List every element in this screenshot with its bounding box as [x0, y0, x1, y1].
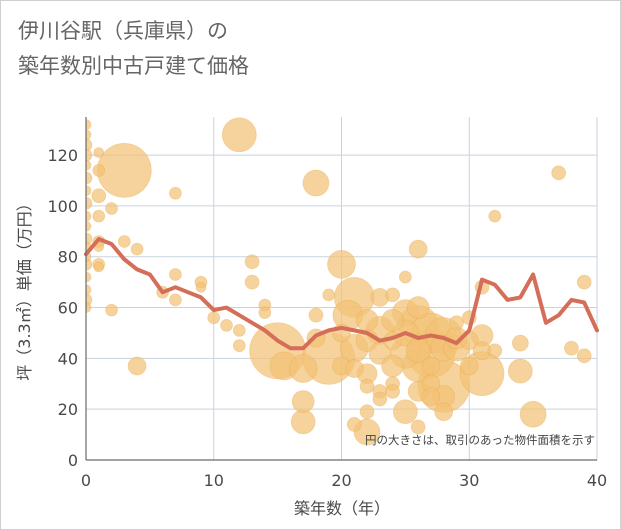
- data-bubble: [92, 163, 106, 177]
- data-bubble: [258, 306, 272, 320]
- data-bubble: [86, 138, 93, 152]
- data-bubble: [372, 391, 388, 407]
- x-tick-label: 20: [331, 471, 351, 490]
- average-price-line: [84, 237, 599, 351]
- y-tick-label: 100: [47, 197, 78, 216]
- data-bubble: [86, 159, 92, 171]
- data-bubble: [105, 303, 118, 317]
- data-bubble: [291, 390, 315, 413]
- data-bubble: [507, 358, 533, 384]
- data-bubble: [308, 307, 324, 323]
- data-bubble: [408, 239, 428, 259]
- data-bubble: [487, 343, 503, 359]
- tick-labels: 0 10 20 30 40 0 20 40 60 80 100 120: [47, 146, 607, 490]
- data-bubble: [488, 209, 502, 223]
- data-bubble: [86, 148, 93, 162]
- data-bubble: [244, 254, 260, 270]
- data-bubble: [459, 356, 479, 376]
- data-bubble: [392, 399, 418, 425]
- data-bubble: [344, 359, 364, 378]
- data-bubble: [519, 400, 547, 428]
- data-bubble: [93, 261, 105, 273]
- data-bubble: [398, 270, 412, 284]
- y-tick-label: 0: [68, 451, 78, 470]
- data-bubble: [406, 296, 430, 319]
- data-bubble: [434, 402, 454, 422]
- y-tick-label: 80: [58, 248, 78, 267]
- data-bubble: [195, 281, 207, 293]
- data-bubble: [86, 196, 93, 210]
- data-bubble: [169, 268, 182, 281]
- x-tick-label: 0: [81, 471, 91, 490]
- data-bubble: [86, 284, 92, 296]
- data-bubble: [86, 119, 92, 131]
- data-bubble: [86, 171, 93, 185]
- chart-title-line-1: 伊川谷駅（兵庫県）の: [18, 19, 228, 43]
- data-bubble: [232, 324, 246, 337]
- data-bubble: [385, 287, 401, 303]
- data-bubble: [576, 348, 592, 364]
- data-bubble: [355, 308, 379, 332]
- data-bubble: [86, 220, 92, 232]
- data-bubble: [511, 334, 529, 352]
- data-bubble: [207, 311, 221, 325]
- data-bubble: [127, 356, 147, 376]
- data-bubble: [92, 209, 106, 223]
- data-bubble: [359, 404, 375, 420]
- y-axis-title: 坪（3.3㎡）単価（万円）: [15, 195, 34, 380]
- x-tick-label: 10: [204, 471, 224, 490]
- bubble-series: [86, 117, 592, 446]
- data-bubble: [410, 419, 426, 435]
- data-bubble: [576, 274, 592, 290]
- data-bubble: [244, 274, 260, 290]
- data-bubble: [86, 185, 92, 197]
- x-axis-title: 築年数（年）: [294, 499, 390, 518]
- data-bubble: [117, 235, 131, 248]
- data-bubble: [86, 271, 92, 283]
- data-bubble: [327, 249, 356, 279]
- data-bubble: [288, 354, 318, 383]
- chart-title: 伊川谷駅（兵庫県）の 築年数別中古戸建て価格: [18, 14, 249, 84]
- y-tick-label: 120: [47, 146, 78, 165]
- data-bubble: [91, 188, 107, 204]
- data-bubble: [86, 302, 92, 313]
- y-tick-label: 60: [58, 299, 78, 318]
- data-bubble: [381, 354, 405, 378]
- data-bubble: [130, 242, 144, 256]
- data-bubble: [221, 117, 257, 153]
- chart-title-line-2: 築年数別中古戸建て価格: [18, 54, 249, 78]
- data-bubble: [105, 202, 118, 215]
- x-tick-label: 30: [459, 471, 479, 490]
- data-bubble: [302, 169, 330, 197]
- data-bubble: [381, 308, 405, 332]
- y-tick-label: 20: [58, 400, 78, 419]
- data-bubble: [322, 288, 336, 302]
- axes: [85, 117, 597, 461]
- data-bubble: [359, 378, 375, 394]
- data-bubble: [232, 339, 246, 353]
- data-bubble: [421, 356, 441, 376]
- data-bubble: [449, 315, 464, 331]
- data-bubble: [86, 129, 92, 141]
- data-bubble: [169, 293, 182, 307]
- data-bubble: [169, 186, 182, 200]
- bubble-size-note: 円の大きさは、取引のあった物件面積を示す: [365, 433, 595, 447]
- data-bubble: [93, 147, 105, 158]
- y-tick-label: 40: [58, 349, 78, 368]
- data-bubble: [564, 340, 579, 356]
- data-bubble: [290, 409, 316, 435]
- data-bubble: [421, 387, 441, 406]
- data-bubble: [551, 165, 567, 181]
- data-bubble: [86, 210, 92, 222]
- data-bubble: [96, 142, 152, 198]
- data-bubble: [346, 417, 362, 432]
- data-bubble: [385, 383, 401, 399]
- data-bubble: [220, 318, 233, 332]
- average-line-series: [84, 237, 599, 351]
- x-tick-label: 40: [587, 471, 607, 490]
